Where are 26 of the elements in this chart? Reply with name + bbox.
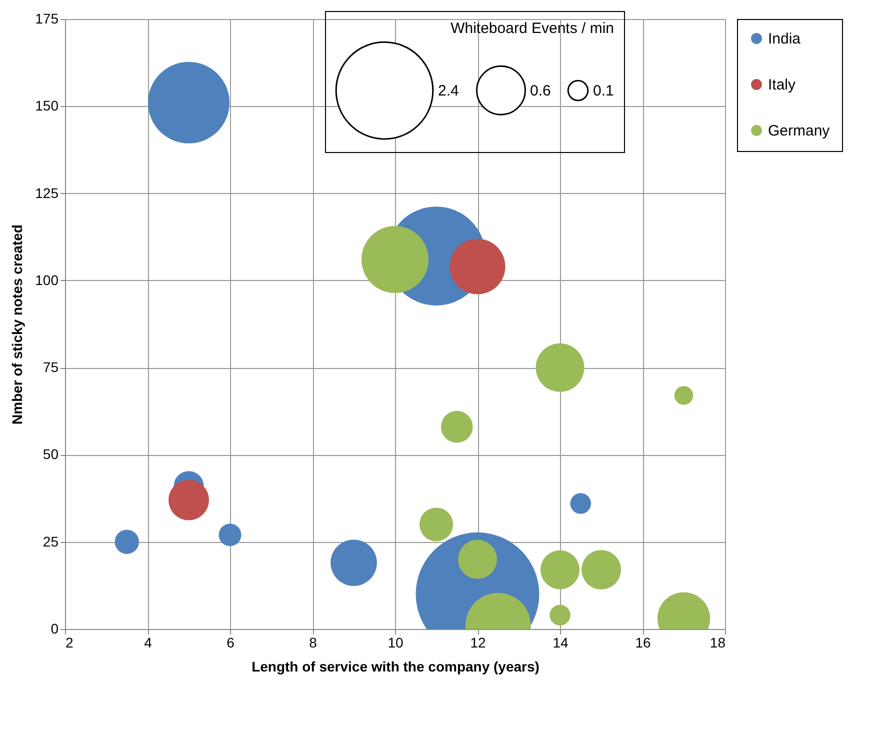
x-tick-label: 12 [470, 634, 486, 650]
legend-label: 0.1 [593, 82, 614, 100]
x-tick-label: 10 [388, 634, 404, 650]
y-tick-label: 25 [42, 533, 59, 550]
y-tick-label: 0 [50, 620, 59, 636]
legend-label: 2.4 [438, 82, 459, 100]
y-tick-label: 175 [35, 10, 59, 26]
y-tick-label: 50 [42, 446, 59, 462]
x-tick-label: 14 [552, 634, 568, 650]
x-tick-label: 16 [635, 634, 651, 650]
legend-label: 0.6 [530, 82, 551, 100]
x-axis-title: Length of service with the company (years) [252, 658, 540, 674]
x-tick-label: 6 [226, 634, 235, 650]
x-tick-label: 8 [309, 634, 318, 650]
y-tick-label: 75 [42, 359, 59, 376]
x-tick-label: 4 [144, 634, 152, 650]
y-tick-label: 100 [35, 272, 59, 288]
y-axis-title: Nmber of sticky notes created [9, 224, 26, 424]
legend-label: India [768, 30, 802, 48]
y-tick-label: 150 [35, 98, 59, 114]
legend-title: Whiteboard Events / min [450, 20, 614, 37]
legend-label: Germany [768, 122, 830, 140]
x-tick-label: 18 [710, 634, 726, 650]
y-tick-label: 125 [35, 184, 59, 201]
x-tick-label: 2 [66, 634, 74, 650]
legend-label: Italy [768, 76, 796, 94]
